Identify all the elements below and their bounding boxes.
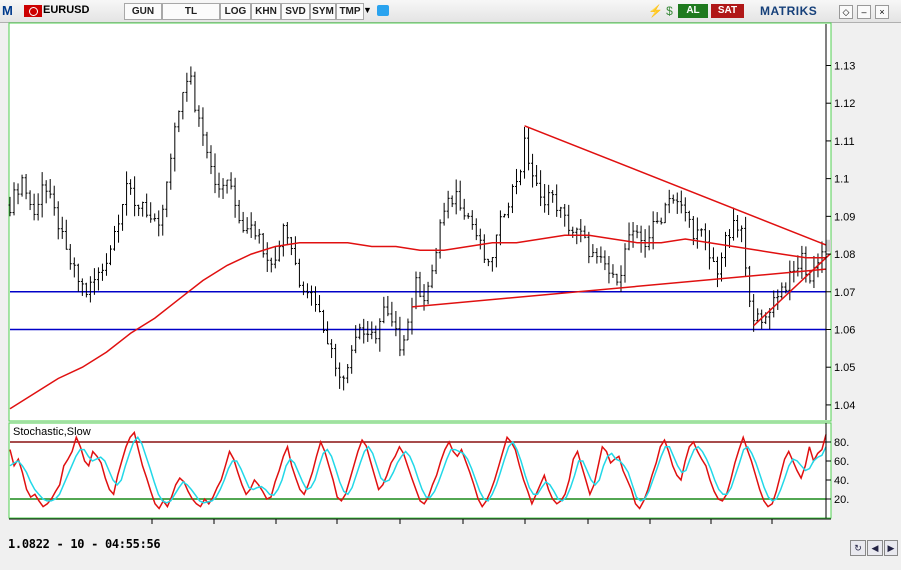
stochastic-title: Stochastic,Slow <box>13 426 91 438</box>
minimize-icon[interactable]: – <box>857 5 871 19</box>
log-button[interactable]: LOG <box>220 3 251 20</box>
refresh-icon[interactable]: ↻ <box>850 540 866 556</box>
turkish-flag-icon <box>24 5 42 17</box>
price-panel <box>9 23 831 421</box>
sell-button[interactable]: SAT <box>711 4 744 18</box>
price-y-label: 1.07 <box>834 287 855 299</box>
price-y-label: 1.13 <box>834 60 855 72</box>
dollar-icon[interactable]: $ <box>666 4 673 18</box>
scroll-right-icon[interactable]: ▶ <box>884 540 898 556</box>
app-logo[interactable]: M <box>2 3 13 18</box>
stoch-y-axis: 80. 60. 40. 20. <box>825 423 849 518</box>
stoch-y-label: 80. <box>834 437 849 449</box>
trendline <box>524 125 831 248</box>
price-y-label: 1.05 <box>834 362 855 374</box>
close-icon[interactable]: × <box>875 5 889 19</box>
twitter-icon[interactable] <box>377 5 389 16</box>
tmp-button[interactable]: TMP <box>336 3 364 20</box>
stoch-y-label: 20. <box>834 494 849 506</box>
dropdown-arrow-icon[interactable]: ▼ <box>363 5 372 15</box>
price-y-label: 1.11 <box>834 136 855 148</box>
stochastic-group: Stochastic,Slow <box>9 426 827 510</box>
price-y-label: 1.09 <box>834 211 855 223</box>
price-y-label: 1.08 <box>834 249 855 261</box>
price-y-label: 1.06 <box>834 324 855 336</box>
trendline <box>753 253 831 327</box>
khn-button[interactable]: KHN <box>251 3 281 20</box>
stoch-d-line <box>9 436 827 504</box>
stoch-panel-border <box>8 422 832 519</box>
toolbar: M EURUSD GUN TL LOG KHN SVD SYM TMP ▼ ⚡ … <box>0 0 901 23</box>
last-price-marker <box>826 239 831 252</box>
status-bar: 1.0822 - 10 - 04:55:56 ↻ ◀ ▶ <box>0 537 901 570</box>
lightning-icon[interactable]: ⚡ <box>648 4 663 18</box>
buy-button[interactable]: AL <box>678 4 708 18</box>
price-panel-border <box>8 22 832 422</box>
trendline <box>411 268 827 308</box>
brand-logo: MATRIKS <box>760 4 818 18</box>
crosshair-readout: 1.0822 - 10 - 04:55:56 <box>8 537 161 551</box>
gun-button[interactable]: GUN <box>124 3 162 20</box>
price-y-label: 1.12 <box>834 98 855 110</box>
price-y-label: 1.1 <box>834 174 849 186</box>
svd-button[interactable]: SVD <box>281 3 310 20</box>
stoch-panel <box>9 423 831 518</box>
chart-canvas[interactable]: 1.131.121.111.11.091.081.071.061.051.04 … <box>0 22 901 537</box>
price-series-group <box>8 66 831 410</box>
stoch-y-label: 60. <box>834 456 849 468</box>
time-x-axis: 07.2308.2309.2310.2311.2312.2301.2402.24… <box>9 518 831 524</box>
sym-button[interactable]: SYM <box>310 3 336 20</box>
moving-average-line <box>9 234 826 410</box>
restore-icon[interactable]: ◇ <box>839 5 853 19</box>
stoch-k-line <box>9 430 827 510</box>
stoch-y-label: 40. <box>834 475 849 487</box>
symbol-label[interactable]: EURUSD <box>43 4 90 16</box>
tl-button[interactable]: TL <box>162 3 220 20</box>
price-y-axis: 1.13 1.12 1.11 1.1 1.09 1.08 1.07 1.06 1.05 1.04 <box>825 24 855 420</box>
price-y-label: 1.04 <box>834 400 855 412</box>
scroll-left-icon[interactable]: ◀ <box>867 540 883 556</box>
